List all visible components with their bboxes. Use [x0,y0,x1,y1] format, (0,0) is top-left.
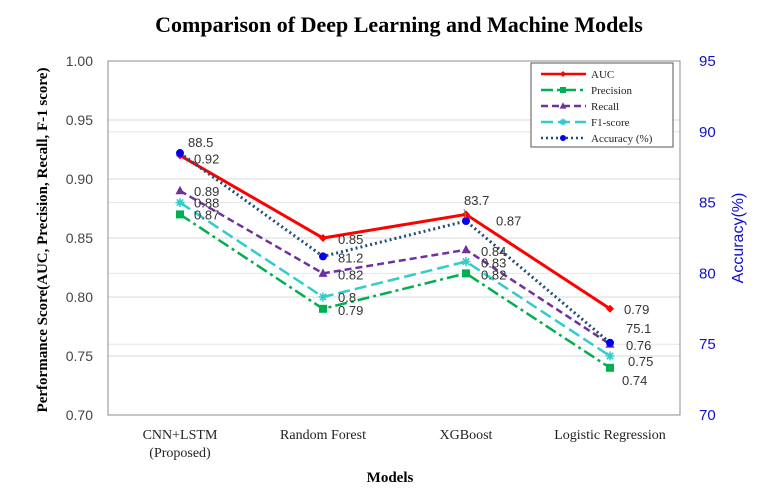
data-label: 0.87 [194,207,219,222]
series-point-4 [462,217,470,226]
series-point-2 [175,185,185,195]
data-label: 0.85 [338,232,363,247]
series-point-0 [606,304,614,313]
data-label: 0.74 [622,373,647,388]
data-label: 0.76 [626,338,651,353]
series-line-2 [179,189,611,346]
data-label: 0.83 [481,256,506,271]
y-tick-right-label: 70 [699,407,716,424]
series-point-1 [319,304,327,313]
x-tick-label: CNN+LSTM (Proposed) [143,428,218,461]
data-labels: 0.9288.50.890.880.870.8581.20.820.80.798… [188,135,653,388]
data-label: 0.82 [481,267,506,282]
y-tick-left-label: 1.00 [66,53,93,69]
legend-marker-4 [560,135,566,141]
y-tick-right-label: 85 [699,195,716,212]
y-tick-left-label: 0.75 [66,348,93,364]
legend-label-2: Recall [591,101,619,113]
data-label: 0.89 [194,184,219,199]
series-point-3 [461,257,471,267]
legend-box [530,62,674,148]
x-tick-label: Random Forest [280,428,366,443]
series-point-4 [606,338,614,347]
y-tick-right-label: 80 [699,265,716,282]
data-label: 0.84 [481,244,506,259]
y-tick-left-label: 0.90 [66,171,93,187]
data-label: 0.92 [194,151,219,166]
legend-label-1: Precision [591,85,632,97]
legend-label-3: F1-score [591,117,630,129]
y-axis-right-title: Accuracy(%) [730,193,747,284]
series-point-2 [461,244,471,254]
series-line-3 [179,201,611,358]
data-label: 75.1 [626,321,651,336]
y-tick-left-label: 0.85 [66,230,93,246]
chart-title: Comparison of Deep Learning and Machine … [155,12,643,37]
data-label: 0.79 [624,302,649,317]
plot-area [107,60,681,416]
y-tick-right-label: 95 [699,53,716,70]
y-axis-left: 0.70 0.75 0.80 0.85 0.90 0.95 1.00 [66,53,93,423]
leader-line [463,208,467,219]
series-point-3 [605,351,615,361]
y-tick-left-label: 0.80 [66,289,93,305]
x-tick-label-line: (Proposed) [149,446,211,461]
legend-marker-3 [559,118,567,126]
x-tick-label-line: Random Forest [280,428,366,443]
legend-marker-2 [559,102,567,109]
series-line-0 [179,154,611,311]
series-point-1 [462,269,470,278]
x-tick-label-line: CNN+LSTM [143,428,218,443]
y-tick-right-label: 90 [699,124,716,141]
x-tick-label: XGBoost [440,428,493,443]
legend-marker-0 [560,71,566,77]
series-point-0 [319,234,327,242]
x-tick-label: Logistic Regression [554,428,666,443]
legend-marker-1 [560,87,566,93]
y-tick-left-label: 0.95 [66,112,93,128]
series-line-1 [179,213,611,369]
data-label: 81.2 [338,250,363,265]
data-label: 83.7 [464,193,489,208]
y-axis-right: 70 75 80 85 90 95 [699,53,716,424]
series-point-3 [318,292,328,302]
data-label: 0.88 [194,196,219,211]
data-label: 0.82 [338,267,363,282]
data-label: 0.87 [496,213,521,228]
series-point-1 [176,210,184,219]
x-tick-label-line: XGBoost [440,428,493,443]
y-tick-right-label: 75 [699,336,716,353]
series-point-4 [176,149,184,158]
series-point-1 [606,363,614,372]
legend: AUC Precision Recall F1-score Accuracy (%) [530,62,674,148]
y-axis-left-title: Performance Score(AUC, Precision, Recall… [35,68,51,413]
data-label: 88.5 [188,135,213,150]
series-point-3 [175,198,185,208]
data-label: 0.75 [628,354,653,369]
series-group [175,149,615,372]
data-label: 0.79 [338,303,363,318]
x-axis-title: Models [367,470,414,486]
y-tick-left-label: 0.70 [66,407,93,423]
legend-label-0: AUC [591,69,614,81]
data-label: 0.8 [338,290,356,305]
series-line-4 [179,151,611,344]
series-point-0 [462,210,470,219]
x-tick-label-line: Logistic Regression [554,428,666,443]
x-axis: CNN+LSTM (Proposed) Random Forest XGBoost Lo… [143,428,666,461]
series-point-2 [318,268,328,277]
series-point-4 [319,252,327,261]
legend-label-4: Accuracy (%) [591,133,653,145]
